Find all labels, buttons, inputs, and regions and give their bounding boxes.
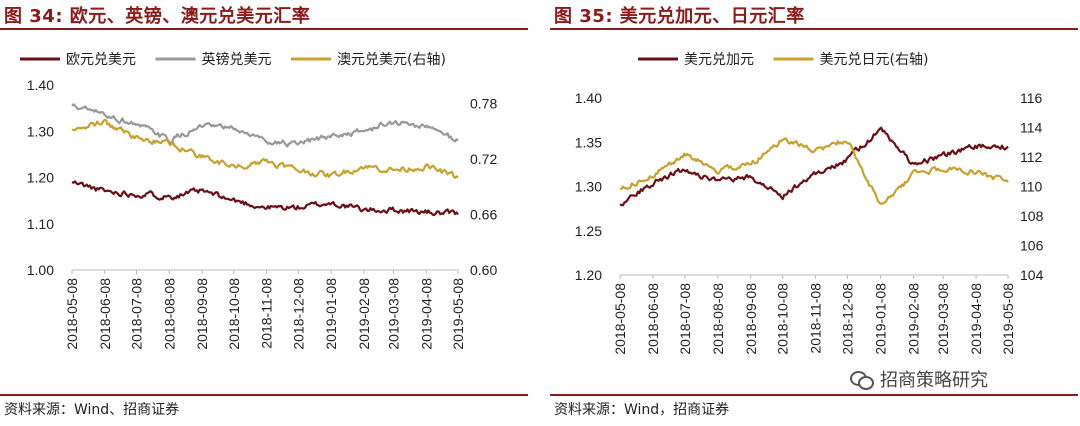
y-right-tick-label: 0.72 <box>470 151 497 167</box>
source-overline <box>0 394 528 396</box>
legend-label: 美元兑加元 <box>684 52 754 68</box>
x-tick-label: 2019-03-08 <box>385 278 401 350</box>
y-left-tick-label: 1.35 <box>575 134 602 150</box>
x-tick-label: 2018-11-08 <box>808 283 824 354</box>
x-tick-label: 2019-04-08 <box>968 283 984 355</box>
series-line <box>619 137 1009 205</box>
y-left-tick-label: 1.20 <box>575 267 602 283</box>
chart-panel-fx-cad-jpy: 图 35: 美元兑加元、日元汇率 1.20 1.25 1.30 1.35 1.40 104… <box>550 0 1080 426</box>
x-tick-label: 2018-11-08 <box>259 278 275 349</box>
y-right-tick-label: 114 <box>1020 120 1043 136</box>
x-tick-label: 2018-05-08 <box>64 278 80 350</box>
x-tick-label: 2019-05-08 <box>1000 283 1016 355</box>
x-tick-label: 2018-09-08 <box>194 278 210 350</box>
x-tick-label: 2019-05-08 <box>450 278 466 350</box>
x-tick-label: 2018-07-08 <box>129 278 145 350</box>
chart-title: 图 34: 欧元、英镑、澳元兑美元汇率 <box>4 6 311 27</box>
x-tick-label: 2018-12-08 <box>290 278 306 350</box>
watermark-text: 招商策略研究 <box>880 370 988 391</box>
x-tick-label: 2019-02-08 <box>356 278 372 350</box>
x-tick-label: 2018-07-08 <box>677 283 693 355</box>
x-tick-label: 2018-06-08 <box>645 283 661 355</box>
series-line <box>71 103 459 148</box>
x-tick-label: 2018-10-08 <box>226 278 242 350</box>
y-left-tick-label: 1.00 <box>27 262 54 278</box>
series-line <box>71 180 459 217</box>
title-underline <box>0 28 528 30</box>
x-tick-label: 2018-09-08 <box>743 283 759 355</box>
series-line <box>619 126 1009 207</box>
x-tick-label: 2018-05-08 <box>612 283 628 355</box>
legend-label: 澳元兑美元(右轴) <box>337 52 446 68</box>
chart-svg: 1.00 1.10 1.20 1.30 1.40 0.60 0.66 0.72 0.78 2018… <box>20 51 497 350</box>
chart-title: 图 35: 美元兑加元、日元汇率 <box>554 6 805 27</box>
title-underline <box>550 28 1078 30</box>
x-tick-label: 2018-08-08 <box>161 278 177 350</box>
y-right-tick-label: 0.66 <box>470 207 497 223</box>
chart-svg: 1.20 1.25 1.30 1.35 1.40 104 106 108 110 112 114 11… <box>575 52 1044 355</box>
y-right-tick-label: 0.78 <box>470 96 497 112</box>
source-overline <box>550 394 1078 396</box>
y-right-tick-label: 110 <box>1020 179 1043 195</box>
series-line <box>71 118 459 179</box>
source-note: 资料来源：Wind，招商证券 <box>554 402 730 418</box>
y-left-tick-label: 1.25 <box>575 223 602 239</box>
y-right-tick-label: 116 <box>1020 90 1043 106</box>
x-tick-label: 2019-03-08 <box>935 283 951 355</box>
x-tick-label: 2018-10-08 <box>775 283 791 355</box>
chart-panel-fx-eur-gbp-aud: 图 34: 欧元、英镑、澳元兑美元汇率 1.00 1.10 1.20 1.30 1.40… <box>0 0 530 426</box>
y-left-tick-label: 1.30 <box>575 179 602 195</box>
y-right-tick-label: 112 <box>1020 149 1043 165</box>
y-left-tick-label: 1.40 <box>27 77 54 93</box>
y-right-tick-label: 104 <box>1020 267 1044 283</box>
x-tick-label: 2018-08-08 <box>710 283 726 355</box>
y-right-tick-label: 108 <box>1020 208 1044 224</box>
legend-label: 英镑兑美元 <box>202 51 272 68</box>
wechat-icon <box>850 369 874 390</box>
source-note: 资料来源：Wind、招商证券 <box>4 402 180 418</box>
y-left-tick-label: 1.40 <box>575 90 602 106</box>
x-tick-label: 2018-06-08 <box>97 278 113 350</box>
x-tick-label: 2019-01-08 <box>872 283 888 355</box>
x-tick-label: 2019-04-08 <box>418 278 434 350</box>
legend-label: 美元兑日元(右轴) <box>820 52 929 68</box>
legend-label: 欧元兑美元 <box>66 52 136 68</box>
y-right-tick-label: 0.60 <box>470 262 497 278</box>
y-left-tick-label: 1.10 <box>27 216 54 232</box>
x-tick-label: 2019-02-08 <box>905 283 921 355</box>
watermark: 招商策略研究 <box>850 366 988 392</box>
y-right-tick-label: 106 <box>1020 238 1044 254</box>
x-tick-label: 2018-12-08 <box>839 283 855 355</box>
y-left-tick-label: 1.30 <box>27 123 54 139</box>
x-tick-label: 2019-01-08 <box>323 278 339 350</box>
y-left-tick-label: 1.20 <box>27 170 54 186</box>
